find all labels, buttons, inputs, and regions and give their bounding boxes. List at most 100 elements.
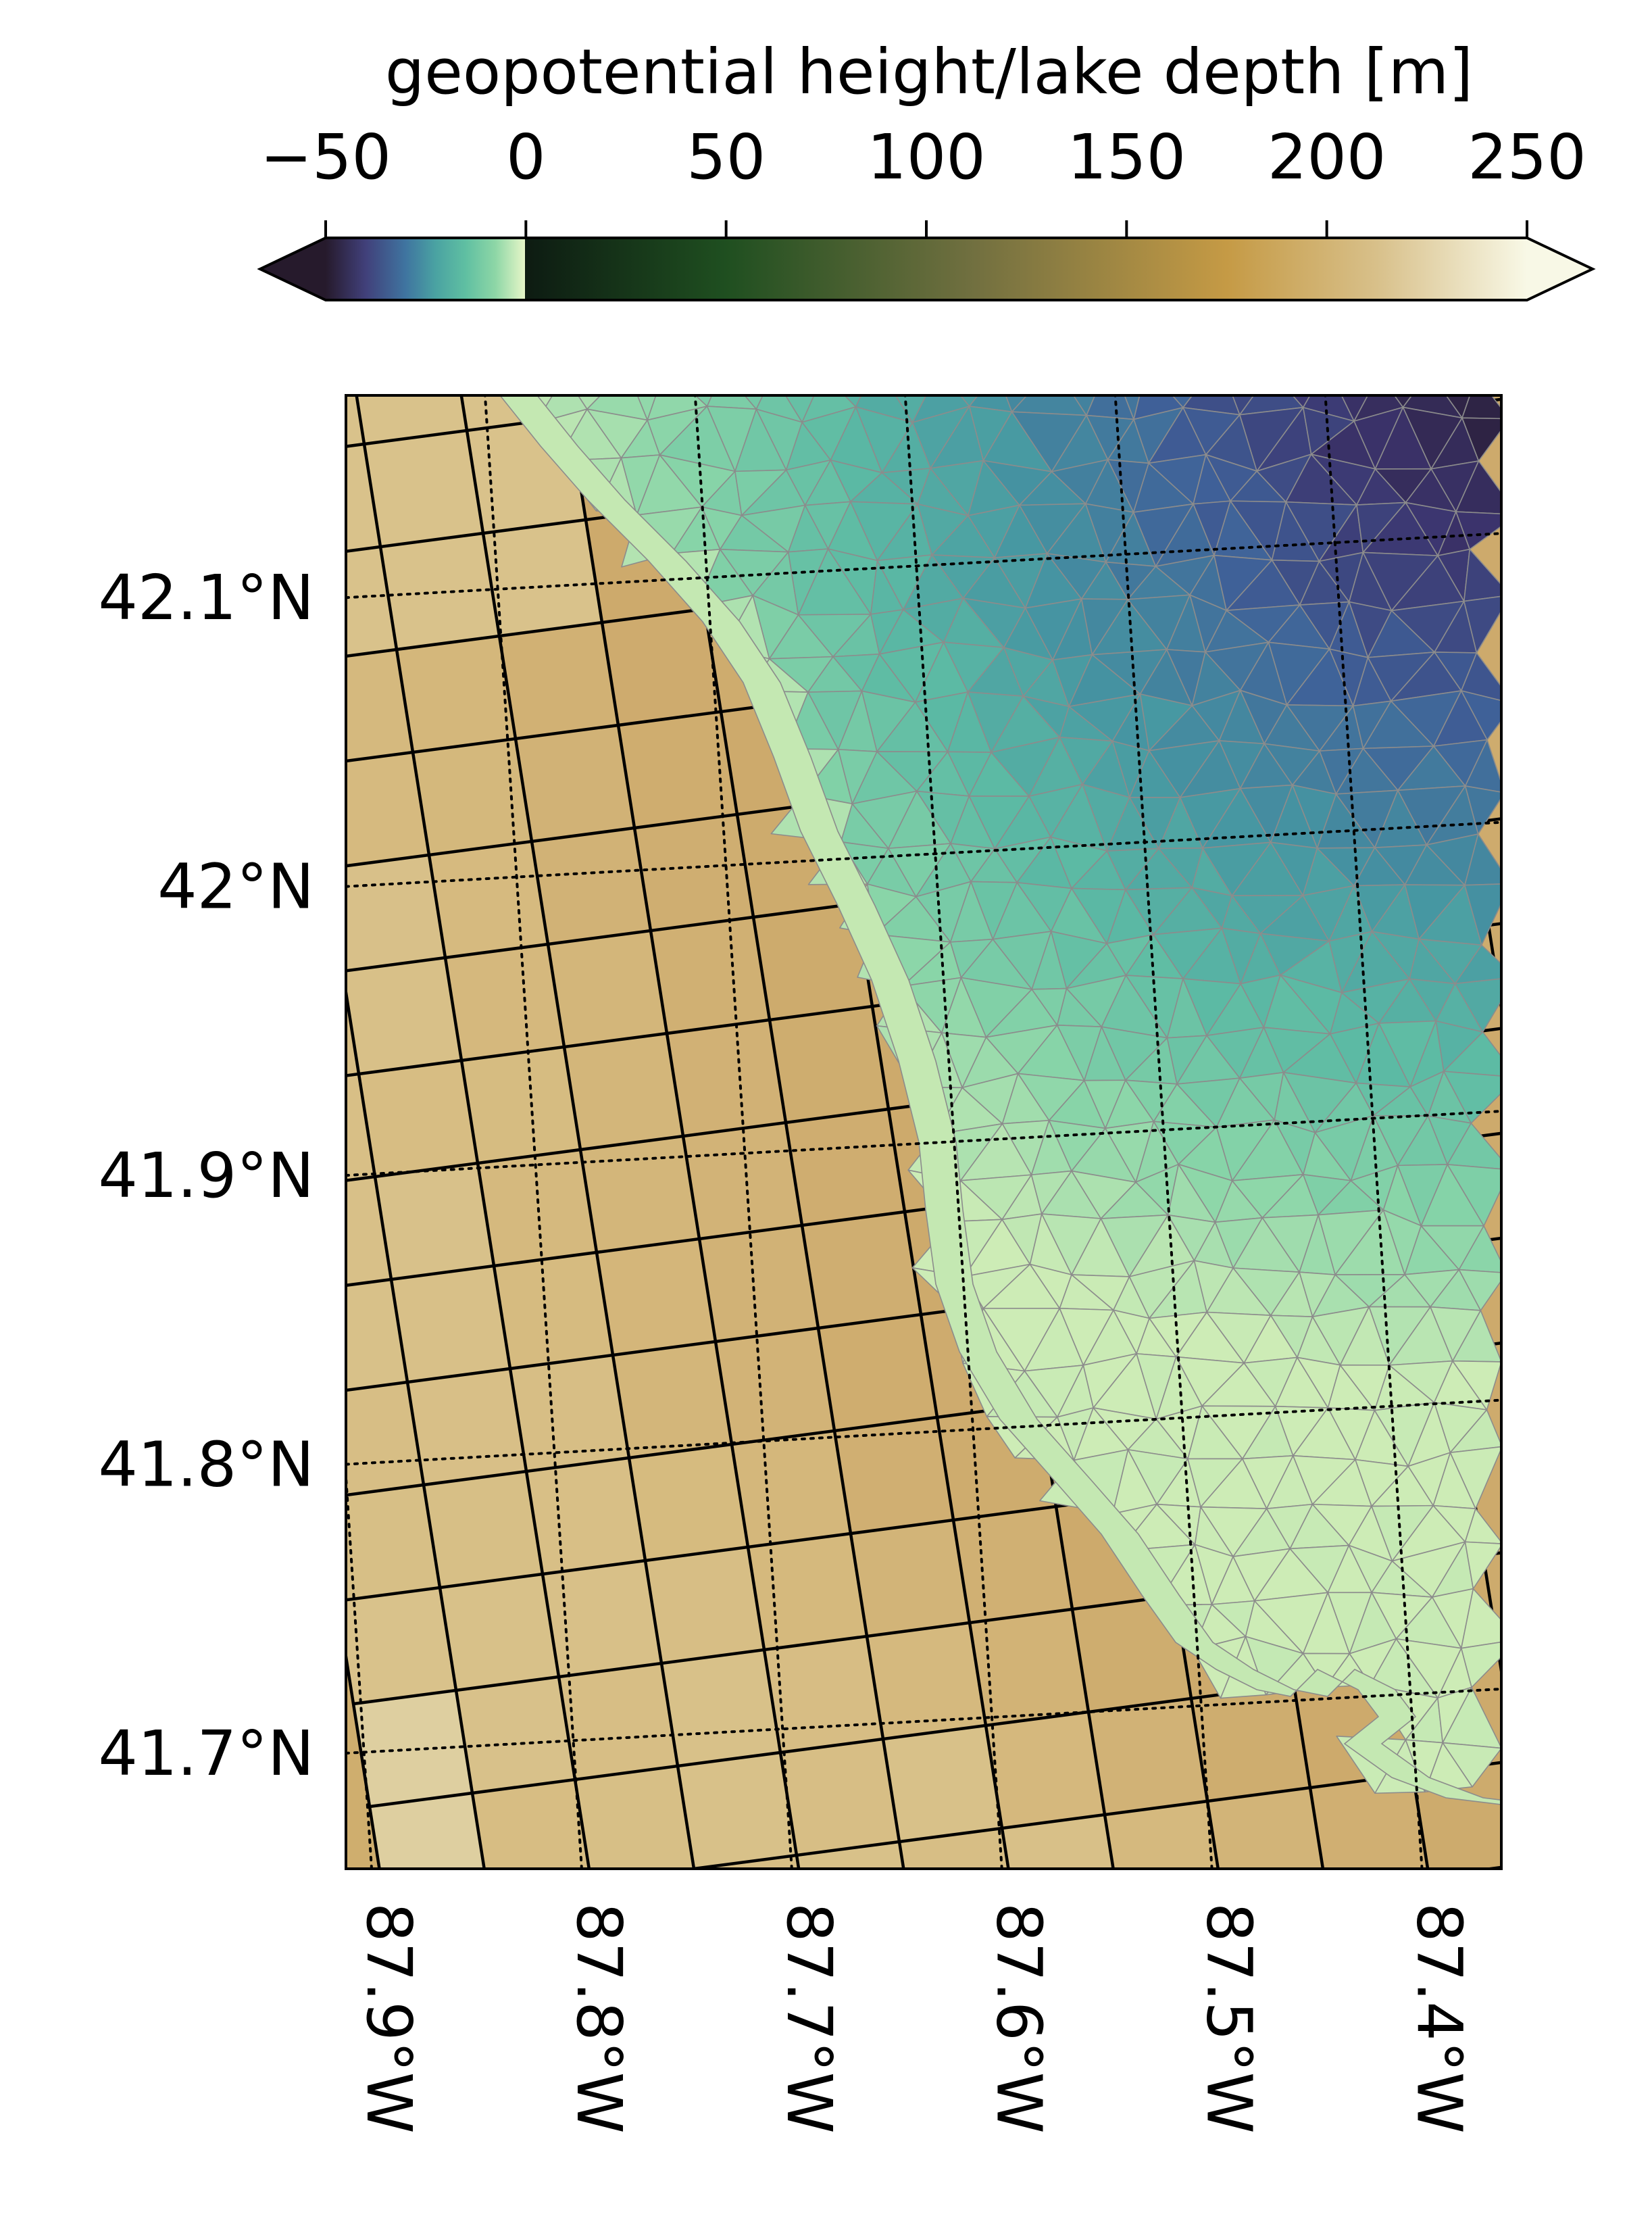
lake-mesh-triangle	[1452, 1360, 1501, 1411]
land-grid-cell	[597, 1239, 716, 1355]
lake-mesh-triangle	[1461, 417, 1501, 462]
land-grid-cell	[970, 1609, 1088, 1725]
lake-mesh-triangle	[1442, 1742, 1501, 1788]
land-grid-cell	[802, 1212, 921, 1328]
land-grid-cell	[764, 1636, 883, 1753]
land-grid-cell	[602, 609, 721, 725]
latitude-label: 42°N	[157, 851, 314, 923]
land-grid-cell	[346, 395, 364, 447]
land-grid-cell	[834, 1417, 953, 1534]
lake-mesh-triangle	[1447, 1164, 1501, 1227]
land-grid-cell	[1629, 474, 1652, 590]
latitude-line	[346, 532, 1501, 599]
lake-shoreline-band	[499, 395, 1501, 1805]
land-grid-cell	[575, 1766, 694, 1869]
land-grid-cell	[559, 1663, 678, 1780]
land-grid-cell	[494, 1252, 613, 1369]
land-grid-cell	[456, 1677, 575, 1793]
latitude-label: 41.7°N	[98, 1717, 314, 1790]
land-grid-cell	[1607, 1001, 1652, 1117]
lake-mesh-triangle	[706, 395, 757, 410]
colorbar-tick-label: 150	[1068, 121, 1186, 193]
lake-mesh-triangle	[1393, 395, 1413, 408]
land-grid-cell	[1613, 371, 1652, 487]
land-grid-cell	[1537, 1220, 1652, 1336]
land-grid-cell	[159, 458, 278, 574]
lake-mesh-triangle	[1463, 595, 1501, 654]
longitude-label: 87.8°W	[563, 1903, 635, 2134]
longitude-line	[346, 1456, 373, 1869]
land-grid-cell	[483, 520, 602, 636]
land-grid-cell	[1597, 268, 1652, 385]
colorbar-tick-label: 250	[1468, 121, 1586, 193]
latitude-line	[346, 1688, 1501, 1755]
land-grid-cell	[732, 1431, 851, 1547]
land-grid-line	[369, 1656, 1501, 1809]
land-grid-cell	[780, 1739, 899, 1855]
longitude-labels: 87.9°W 87.8°W 87.7°W 87.6°W 87.5°W 87.4°W	[353, 1903, 1476, 2134]
land-grid-cell	[472, 1780, 589, 1869]
land-grid-cell	[618, 712, 737, 828]
land-grid-cell	[1570, 1425, 1652, 1542]
land-grid-cell	[1559, 693, 1652, 809]
land-grid-cell	[786, 1109, 905, 1225]
colorbar-extend-low	[260, 238, 326, 300]
longitude-line	[903, 395, 1003, 1869]
land-grid-cell	[661, 1650, 780, 1766]
latitude-label: 41.9°N	[98, 1140, 314, 1212]
lake-mesh-triangle	[1232, 395, 1255, 416]
land-grid-cell	[683, 1123, 802, 1239]
land-grid-cell	[445, 944, 564, 1060]
lake-mesh-triangle	[1072, 395, 1096, 416]
lake-mesh-triangle	[744, 395, 764, 410]
land-grid-cell	[429, 841, 548, 958]
land-grid-cell	[143, 355, 261, 471]
land-grid-cell	[1526, 487, 1645, 604]
land-grid-cell	[651, 917, 770, 1033]
colorbar-lake-segment	[326, 238, 525, 300]
land-grid-cell	[346, 1588, 456, 1704]
longitude-line	[1324, 395, 1424, 1869]
land-grid-cell	[391, 1266, 510, 1382]
land-grid-cell	[629, 1444, 748, 1561]
land-grid-cell	[346, 958, 461, 1074]
land-grid-line	[346, 395, 746, 448]
land-grid-cell	[867, 1623, 986, 1739]
lake-mesh-triangle	[1458, 1269, 1501, 1311]
longitude-label: 87.4°W	[1403, 1903, 1476, 2134]
lake-mesh-triangle	[959, 395, 979, 407]
land-grid-cell	[375, 1163, 494, 1279]
land-grid-cell	[191, 663, 310, 779]
latitude-line	[346, 1110, 1501, 1177]
land-grid-cell	[126, 252, 245, 368]
land-grid-cell	[1310, 1774, 1428, 1869]
land-grid-cell	[753, 904, 872, 1020]
lake-mesh-triangle	[1464, 1541, 1501, 1590]
graticule-lines	[346, 395, 1501, 1869]
latitude-label: 41.8°N	[98, 1429, 314, 1501]
longitude-label: 87.7°W	[773, 1903, 845, 2134]
land-grid-cell	[461, 1047, 580, 1163]
land-grid-cell	[1580, 166, 1652, 282]
latitude-line	[346, 820, 1501, 888]
land-grid-cell	[580, 1136, 699, 1252]
lake-mesh-triangle	[968, 395, 1013, 413]
land-grid-cell	[413, 739, 532, 855]
longitude-label: 87.5°W	[1193, 1903, 1266, 2134]
land-grid-cell	[634, 814, 753, 931]
lake-mesh-triangle	[1449, 1446, 1501, 1510]
land-grid-cell	[1088, 1698, 1207, 1815]
lake-mesh-triangle	[1443, 1071, 1501, 1124]
land-grid-cell	[818, 1315, 937, 1431]
land-grid-cell	[1624, 1104, 1652, 1220]
land-grid-cell	[1191, 1685, 1310, 1801]
land-grid-cell	[424, 1471, 543, 1588]
lake-mesh-triangle	[1086, 395, 1134, 420]
lake-mesh-triangle	[1455, 511, 1501, 550]
land-grid-cell	[883, 1725, 1002, 1842]
land-grid-cell	[1002, 1815, 1113, 1869]
land-grid-cell	[770, 1006, 888, 1123]
land-grid-cell	[671, 395, 734, 403]
land-grid-cell	[346, 650, 413, 762]
lake-mesh-triangle	[1124, 395, 1141, 420]
